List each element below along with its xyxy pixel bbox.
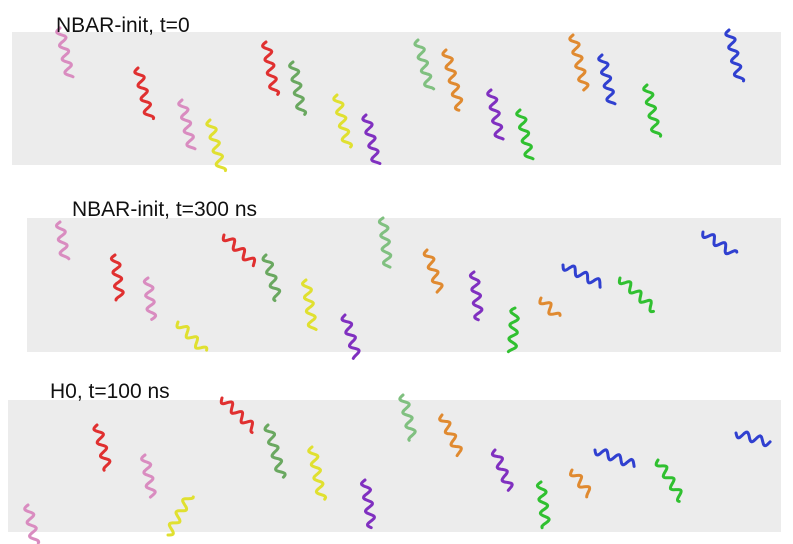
panel-label: NBAR-init, t=0 <box>56 14 190 37</box>
figure: NBAR-init, t=0 NBAR-init, t=300 ns H0, t… <box>0 0 793 544</box>
membrane-slab <box>12 32 781 165</box>
panel-label: H0, t=100 ns <box>50 380 170 403</box>
membrane-slab <box>27 218 781 352</box>
panel-label: NBAR-init, t=300 ns <box>72 198 257 221</box>
